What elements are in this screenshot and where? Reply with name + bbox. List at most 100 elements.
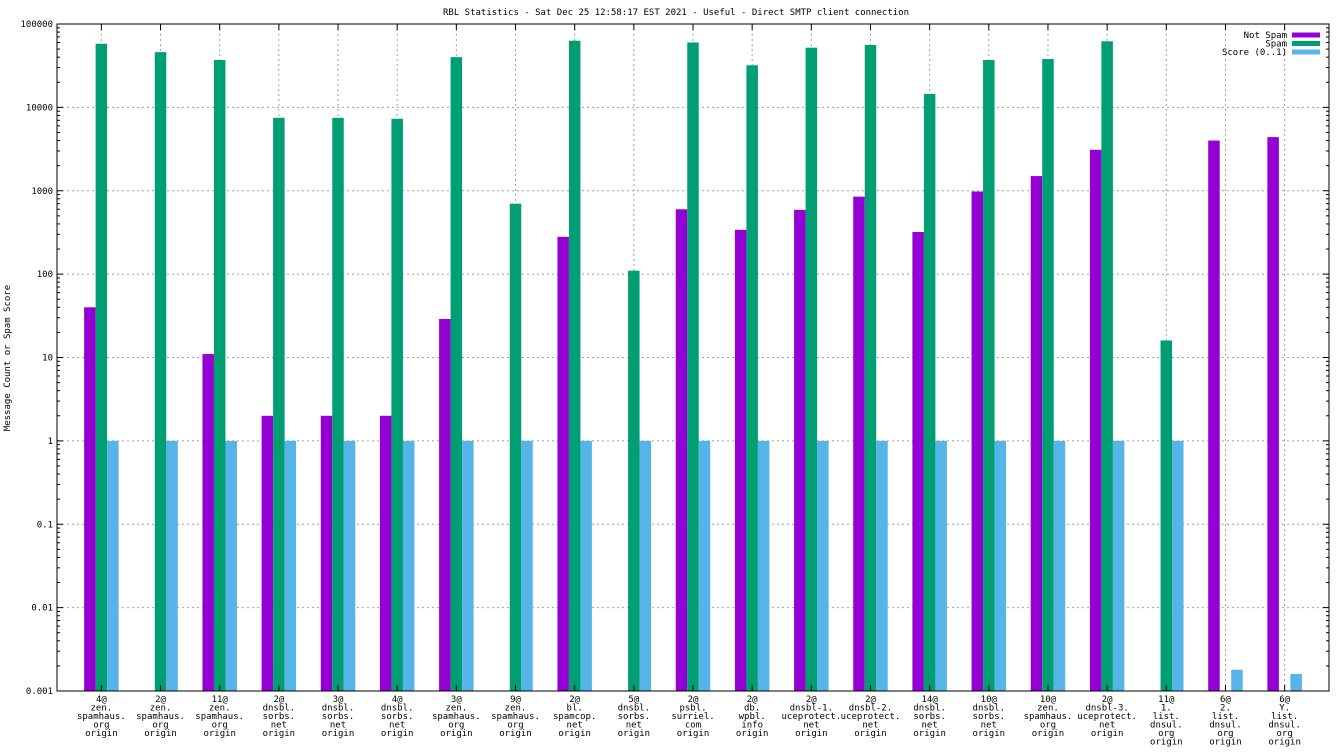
x-tick-label: 4@ (96, 695, 107, 705)
x-tick-label: 11@ (1158, 695, 1175, 705)
x-tick-label: origin (1091, 729, 1124, 739)
x-tick-label: list. (1212, 712, 1239, 722)
bar-spam (391, 118, 403, 692)
x-tick-label: origin (144, 729, 177, 739)
x-tick-label: list. (1271, 712, 1298, 722)
x-tick-label: dnsul. (1150, 721, 1183, 731)
x-tick-label: 6@ (1220, 695, 1231, 705)
x-tick-label: spamhaus. (136, 712, 185, 722)
bar-spam (1042, 59, 1054, 692)
bar-spam (568, 40, 581, 691)
x-tick-label: bl. (567, 704, 583, 714)
bar-not-spam (734, 229, 747, 692)
x-tick-label: 2@ (1102, 695, 1113, 705)
y-tick-label: 100 (37, 270, 53, 280)
x-tick-label: origin (618, 729, 651, 739)
x-tick-label: sorbs. (618, 712, 651, 722)
bar-spam (213, 60, 226, 692)
x-tick-label: sorbs. (913, 712, 946, 722)
bar-spam (687, 42, 699, 691)
x-tick-label: origin (973, 729, 1006, 739)
x-tick-label: 2@ (569, 695, 580, 705)
bar-not-spam (853, 196, 865, 691)
x-tick-label: zen. (505, 704, 527, 714)
bar-not-spam (675, 209, 688, 691)
legend-swatch (1292, 41, 1320, 46)
x-tick-label: org (212, 721, 228, 731)
x-tick-label: db. (744, 704, 760, 714)
x-tick-label: origin (795, 729, 828, 739)
x-tick-label: org (1040, 721, 1056, 731)
bar-score-0-1 (639, 440, 652, 691)
x-tick-label: dnsbl. (973, 704, 1006, 714)
bar-spam (273, 117, 285, 692)
x-tick-label: org (1276, 729, 1292, 739)
chart-title: RBL Statistics - Sat Dec 25 12:58:17 EST… (443, 8, 909, 18)
bar-score-0-1 (343, 440, 356, 691)
y-tick-label: 1 (48, 437, 53, 447)
bar-score-0-1 (1112, 440, 1125, 691)
x-tick-label: origin (85, 729, 118, 739)
bar-spam (95, 43, 108, 692)
y-tick-label: 1000 (31, 187, 53, 197)
x-tick-label: zen. (91, 704, 113, 714)
legend-label: Not Spam (1244, 31, 1287, 41)
bar-not-spam (1089, 149, 1102, 691)
y-tick-label: 10000 (26, 103, 53, 113)
x-tick-label: info (741, 721, 763, 731)
x-tick-label: 3@ (451, 695, 462, 705)
x-tick-label: 2@ (806, 695, 817, 705)
x-tick-label: spamcop. (553, 712, 596, 722)
bar-score-0-1 (994, 440, 1007, 691)
x-tick-label: net (567, 721, 583, 731)
bar-not-spam (1208, 140, 1220, 692)
x-tick-label: net (626, 721, 642, 731)
bar-spam (1101, 41, 1113, 692)
x-tick-label: uceprotect. (1077, 712, 1137, 722)
x-tick-label: net (922, 721, 938, 731)
x-tick-label: dnsbl. (381, 704, 414, 714)
x-tick-label: origin (322, 729, 355, 739)
x-tick-label: origin (263, 729, 296, 739)
x-tick-label: org (1217, 729, 1233, 739)
x-tick-label: 9@ (510, 695, 521, 705)
x-tick-label: dnsbl-3. (1085, 704, 1128, 714)
x-tick-label: origin (381, 729, 414, 739)
y-axis-label: Message Count or Spam Score (3, 285, 13, 431)
x-tick-label: 14@ (922, 695, 939, 705)
x-tick-label: 4@ (392, 695, 403, 705)
bar-not-spam (971, 191, 984, 692)
bar-score-0-1 (284, 440, 297, 691)
x-tick-label: zen. (150, 704, 172, 714)
x-tick-label: org (1158, 729, 1174, 739)
bar-not-spam (261, 415, 274, 691)
bars (84, 40, 1302, 692)
x-tick-label: psbl. (679, 704, 706, 714)
bar-spam (746, 65, 758, 691)
x-tick-label: origin (913, 729, 946, 739)
y-tick-label: 0.01 (31, 604, 53, 614)
bar-spam (450, 57, 463, 692)
x-tick-label: spamhaus. (195, 712, 244, 722)
x-tick-label: zen. (209, 704, 231, 714)
x-tick-label: spamhaus. (77, 712, 126, 722)
bar-not-spam (912, 232, 924, 691)
x-tick-label: origin (1150, 738, 1183, 748)
x-tick-label: org (93, 721, 109, 731)
bar-not-spam (439, 318, 451, 691)
x-tick-label: 3@ (333, 695, 344, 705)
y-tick-label: 100000 (20, 20, 53, 30)
bar-score-0-1 (1053, 440, 1066, 691)
x-tick-label: net (803, 721, 819, 731)
bar-not-spam (1030, 176, 1043, 692)
bar-score-0-1 (521, 440, 533, 691)
x-tick-label: origin (677, 729, 710, 739)
bar-score-0-1 (876, 440, 888, 691)
x-axis-ticks: 4@zen.spamhaus.orgorigin2@zen.spamhaus.o… (77, 24, 1301, 748)
x-tick-label: zen. (446, 704, 468, 714)
x-tick-label: surriel. (671, 712, 714, 722)
bar-spam (983, 60, 995, 692)
x-tick-label: origin (499, 729, 532, 739)
